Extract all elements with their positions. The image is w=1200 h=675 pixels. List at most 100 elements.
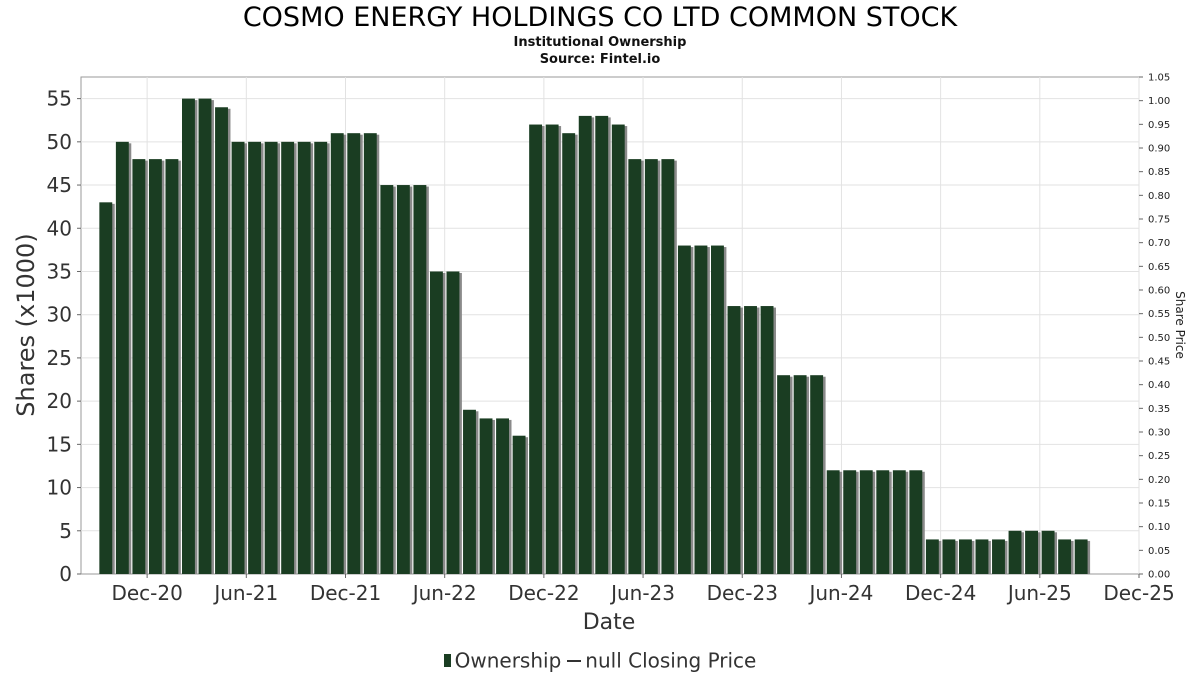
ownership-bar [165,159,179,574]
x-tick-label: Dec-22 [508,581,579,605]
ownership-bar [595,115,609,574]
legend-ownership-swatch [443,654,451,667]
ownership-bar [198,98,212,574]
ownership-bar [314,141,328,574]
ownership-bar [578,115,592,574]
x-tick-label: Jun-24 [807,581,873,605]
x-tick-label: Dec-21 [310,581,381,605]
legend-price-line [567,659,582,662]
ownership-bar [264,141,278,574]
ownership-bar [793,375,807,574]
ownership-bar [297,141,311,574]
ownership-bar [677,245,691,574]
y-tick-label: 5 [59,519,72,543]
axes: 0 5 10 15 20 25 30 35 40 45 50 55 0.00 0.05 0.10 0.15 0.… [47,73,1175,606]
chart-source: Source: Fintel.io [539,52,661,67]
ownership-bar [330,133,344,574]
ownership-bar [1041,530,1055,574]
ownership-bar [992,539,1005,574]
y2-tick-label: 0.65 [1148,262,1170,273]
y2-tick-label: 0.40 [1148,380,1170,391]
legend: Ownership null Closing Price [0,647,1200,673]
ownership-bar [545,124,559,575]
y2-tick-label: 0.25 [1148,451,1170,462]
y-tick-label: 10 [47,476,72,500]
x-tick-label: Jun-21 [212,581,278,605]
ownership-bar [479,418,493,574]
ownership-bar [281,141,295,574]
bar-series [99,98,1091,575]
y2-tick-label: 0.75 [1148,215,1170,226]
y-tick-label: 15 [47,432,72,456]
ownership-bar [231,141,245,574]
ownership-bar [132,159,146,574]
ownership-bar [958,539,972,574]
page-title: COSMO ENERGY HOLDINGS CO LTD COMMON STOC… [242,2,958,33]
y2-tick-label: 0.80 [1148,191,1170,202]
y2-tick-label: 0.30 [1148,428,1170,439]
ownership-bar [909,470,923,574]
legend-price-label: null Closing Price [585,648,757,673]
ownership-bar [562,133,576,574]
ownership-bar [248,141,262,574]
y2-tick-label: 0.95 [1148,120,1170,131]
ownership-bar [463,409,476,574]
ownership-bar [777,375,791,574]
ownership-bar [215,107,228,575]
ownership-bar [1008,530,1022,574]
ownership-bar [380,185,394,575]
ownership-bar [611,124,625,575]
ownership-bar [363,133,377,574]
ownership-bar [347,133,361,574]
y-tick-label: 30 [47,303,72,327]
y2-tick-label: 0.35 [1148,404,1170,415]
ownership-bar [975,539,989,574]
ownership-bar [99,202,113,574]
ownership-bar [1025,530,1038,574]
y-tick-label: 0 [59,562,72,586]
x-tick-label: Dec-20 [111,581,182,605]
ownership-bar [925,539,939,574]
ownership-bar [711,245,724,574]
ownership-bar [760,306,774,574]
ownership-bar [727,306,741,574]
y2-tick-label: 0.20 [1148,475,1170,486]
ownership-bar [810,375,824,574]
ownership-bar [396,185,410,575]
ownership-bar [1074,539,1088,574]
chart-subtitle: Institutional Ownership [513,35,687,50]
ownership-bar [429,271,443,574]
ownership-bar [744,306,757,574]
y2-tick-label: 0.45 [1148,357,1170,368]
ownership-bar [661,159,675,574]
y2-tick-label: 0.00 [1148,570,1170,581]
x-tick-label: Dec-25 [1103,581,1174,605]
y2-tick-label: 0.10 [1148,522,1170,533]
ownership-bar [628,159,642,574]
ownership-bar [148,159,162,574]
y2-tick-label: 0.50 [1148,333,1170,344]
y2-tick-label: 0.60 [1148,286,1170,297]
ownership-bar [1058,539,1072,574]
y2-tick-label: 0.70 [1148,238,1170,249]
y-tick-label: 25 [47,346,72,370]
y-tick-label: 40 [47,216,72,240]
y-axis-label: Shares (x1000) [12,233,40,416]
x-tick-label: Dec-23 [707,581,778,605]
y2-tick-label: 0.55 [1148,309,1170,320]
ownership-bar [446,271,460,574]
y-tick-label: 35 [47,259,72,283]
legend-ownership-label: Ownership [454,648,562,673]
y2-axis-label: Share Price [1173,291,1187,359]
y2-tick-label: 0.05 [1148,546,1170,557]
ownership-bar [512,435,526,574]
y-tick-label: 45 [47,173,72,197]
ownership-bar [694,245,708,574]
ownership-bar [892,470,906,574]
ownership-bar [826,470,840,574]
y-tick-label: 50 [47,130,72,154]
ownership-bar [496,418,509,574]
y-tick-label: 20 [47,389,72,413]
ownership-bar [644,159,658,574]
